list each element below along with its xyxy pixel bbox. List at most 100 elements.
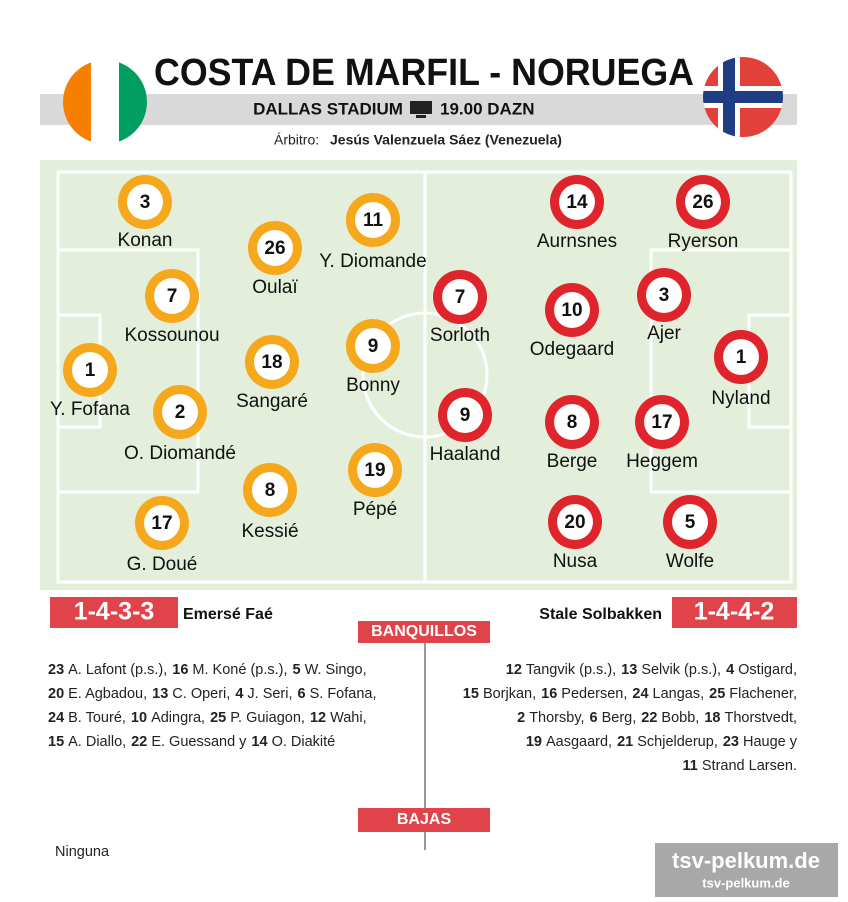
bench-name: Wahi, <box>330 710 367 726</box>
bench-number: 4 <box>235 686 243 702</box>
player-badge-inner <box>644 404 680 440</box>
player-badge-inner <box>127 184 163 220</box>
player-number: 26 <box>692 192 713 213</box>
player-badge-inner <box>557 504 593 540</box>
player-number: 1 <box>736 347 747 368</box>
player-name: Kessié <box>241 521 298 542</box>
title: COSTA DE MARFIL - NORUEGA <box>154 52 694 94</box>
tv-icon <box>410 101 432 114</box>
bench-number: 4 <box>726 662 734 678</box>
player-name: Oulaï <box>252 277 298 298</box>
player-badge-inner <box>162 394 198 430</box>
bench-name: Hauge y <box>743 734 798 750</box>
bench-number: 22 <box>131 734 147 750</box>
player-number: 1 <box>85 360 96 381</box>
bench-name: Pedersen, <box>561 686 627 702</box>
bench-number: 12 <box>310 710 326 726</box>
player-number: 19 <box>364 460 385 481</box>
referee-label: Árbitro: <box>274 132 319 148</box>
bench-line: 15 A. Diallo, 22 E. Guessand y 14 O. Diakité <box>48 734 335 750</box>
bench-line: 15 Borjkan, 16 Pedersen, 24 Langas, 25 Flachene… <box>463 686 797 702</box>
bench-number: 6 <box>590 710 598 726</box>
player-badge-inner <box>252 472 288 508</box>
player-badge-inner <box>559 184 595 220</box>
bench-name: Thorstvedt, <box>724 710 797 726</box>
player-number: 17 <box>651 412 672 433</box>
bench-number: 11 <box>683 758 698 774</box>
player-name: Wolfe <box>666 551 714 572</box>
player-name: Y. Fofana <box>50 399 130 420</box>
bench-number: 25 <box>210 710 226 726</box>
player-name: Aurnsnes <box>537 231 617 252</box>
player-badge-inner <box>144 505 180 541</box>
bench-number: 5 <box>293 662 301 678</box>
formation-box <box>672 597 797 628</box>
player-badge-inner <box>672 504 708 540</box>
player-number: 5 <box>685 512 696 533</box>
player-number: 8 <box>567 412 578 433</box>
player-number: 3 <box>659 285 670 306</box>
bench-line: 24 B. Touré, 10 Adingra, 25 P. Guiagon, 12 Wahi… <box>48 710 367 726</box>
bench-name: Tangvik (p.s.), <box>526 662 616 678</box>
bench-name: S. Fofana, <box>310 686 377 702</box>
player-badge-inner <box>685 184 721 220</box>
player-badge-inner <box>442 279 478 315</box>
player-badge-inner <box>554 292 590 328</box>
bench-name: P. Guiagon, <box>230 710 305 726</box>
player-number: 26 <box>264 238 285 259</box>
bench-name: M. Koné (p.s.), <box>192 662 287 678</box>
bench-number: 12 <box>506 662 522 678</box>
bench-number: 19 <box>526 734 542 750</box>
bench-number: 24 <box>632 686 648 702</box>
venue: DALLAS STADIUM <box>253 99 403 118</box>
bench-name: O. Diakité <box>272 734 336 750</box>
bench-number: 18 <box>704 710 720 726</box>
player-number: 7 <box>455 287 466 308</box>
bench-number: 13 <box>621 662 637 678</box>
player-badge-inner <box>646 277 682 313</box>
bench-number: 23 <box>723 734 739 750</box>
player-name: Nusa <box>553 551 598 572</box>
player-number: 11 <box>363 210 384 231</box>
bench-label: BANQUILLOS <box>371 623 477 640</box>
bench-name: Langas, <box>653 686 705 702</box>
bench-number: 16 <box>172 662 188 678</box>
player-name: Odegaard <box>530 339 615 360</box>
bench-number: 14 <box>251 734 267 750</box>
player-name: Pépé <box>353 499 397 520</box>
bench-name: A. Diallo, <box>68 734 126 750</box>
watermark-box <box>655 843 838 897</box>
player-badge-inner <box>154 278 190 314</box>
coach: Emersé Faé <box>183 606 273 623</box>
formation: 1-4-4-2 <box>694 598 775 626</box>
bench-name: Schjelderup, <box>637 734 718 750</box>
player-badge-inner <box>723 339 759 375</box>
watermark: tsv-pelkum.de <box>672 848 820 873</box>
bench-number: 22 <box>641 710 657 726</box>
player-name: Kossounou <box>124 325 219 346</box>
bench-number: 2 <box>517 710 525 726</box>
formation-box <box>50 597 178 628</box>
player-name: Konan <box>118 230 173 251</box>
watermark-sub: tsv-pelkum.de <box>702 875 789 890</box>
player-name: Nyland <box>711 388 770 409</box>
flag-norway <box>703 57 783 137</box>
player-badge-inner <box>554 404 590 440</box>
player-badge-inner <box>355 202 391 238</box>
bench-name: Aasgaard, <box>546 734 612 750</box>
coach: Stale Solbakken <box>539 606 662 623</box>
bench-name: E. Agbadou, <box>68 686 147 702</box>
bench-line: 20 E. Agbadou, 13 C. Operi, 4 J. Seri, 6 S. Fof… <box>48 686 377 702</box>
bench-label-box <box>358 621 490 643</box>
bench-number: 10 <box>131 710 147 726</box>
bench-number: 15 <box>463 686 479 702</box>
bench-line: 2 Thorsby, 6 Berg, 22 Bobb, 18 Thorstvedt, <box>517 710 797 726</box>
bench-name: E. Guessand y <box>151 734 247 750</box>
bench-name: Strand Larsen. <box>702 758 797 774</box>
player-name: Y. Diomande <box>319 251 426 272</box>
player-number: 7 <box>167 286 178 307</box>
formation: 1-4-3-3 <box>74 598 155 626</box>
player-badge-inner <box>447 397 483 433</box>
player-badge-inner <box>257 230 293 266</box>
